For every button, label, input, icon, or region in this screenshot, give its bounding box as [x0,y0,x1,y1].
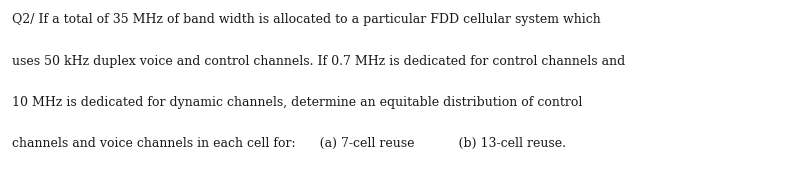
Text: uses 50 kHz duplex voice and control channels. If 0.7 MHz is dedicated for contr: uses 50 kHz duplex voice and control cha… [12,55,626,68]
Text: 10 MHz is dedicated for dynamic channels, determine an equitable distribution of: 10 MHz is dedicated for dynamic channels… [12,96,582,109]
Text: Q2/ If a total of 35 MHz of band width is allocated to a particular FDD cellular: Q2/ If a total of 35 MHz of band width i… [12,13,601,26]
Text: channels and voice channels in each cell for:      (a) 7-cell reuse           (b: channels and voice channels in each cell… [12,137,566,150]
